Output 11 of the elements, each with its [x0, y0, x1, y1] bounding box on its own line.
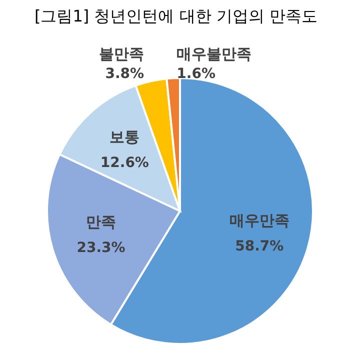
slice-label: 불만족: [99, 45, 144, 63]
data-label: 3.8%: [105, 66, 144, 82]
slice-label: 만족: [86, 212, 116, 231]
chart-title: [그림1] 청년인턴에 대한 기업의 만족도: [34, 6, 318, 26]
data-label: 23.3%: [76, 240, 126, 256]
data-label: 1.6%: [176, 66, 216, 82]
data-label: 58.7%: [235, 238, 284, 254]
data-label: 12.6%: [100, 154, 149, 171]
slice-label: 보통: [110, 128, 140, 146]
slice-label: 매우만족: [229, 211, 290, 230]
slice-label: 매우불만족: [176, 45, 252, 63]
